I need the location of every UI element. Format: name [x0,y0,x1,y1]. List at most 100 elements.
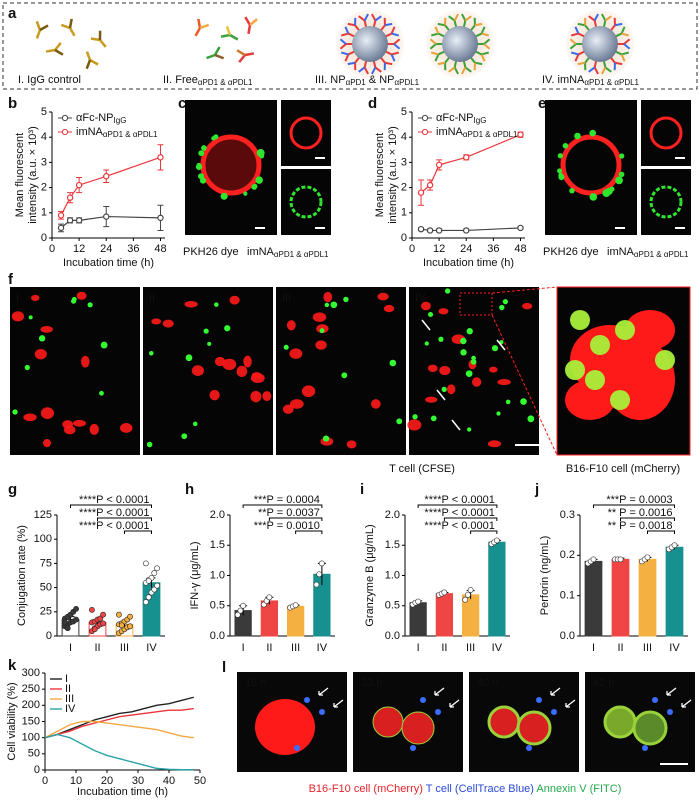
series-line [44,707,194,739]
cell-blob [652,697,658,703]
antibody-arm [480,54,486,62]
antibody-stem [462,20,467,28]
y-tick-label: 0.5 [385,600,400,612]
panel-letter: g [8,481,17,498]
bar [435,593,454,637]
bound-particle [259,153,265,159]
antibody-arm [577,22,586,27]
zoom-guide [491,286,558,456]
series-line [60,156,161,216]
subscript: αPD1 & αPDL1 [103,130,158,139]
data-point [467,587,474,593]
group-label: III. NPαPD1 & NPαPDL1 [315,74,420,87]
cell-blob [315,340,327,350]
antibody-arm [339,38,347,45]
x-tick-label: 30 [132,775,144,787]
cell-blob [40,326,53,333]
x-tick-label: IV [317,642,328,654]
legend-marker [421,128,429,136]
data-point [415,598,422,605]
y-axis-label: Cell viability (%) [6,682,18,760]
y-tick-label: 0.0 [385,630,400,642]
antibody-arm [613,62,616,71]
cell-blob [209,389,220,401]
antibody-arm [340,32,349,37]
cell-blob [526,745,532,751]
antibody-icon [85,51,99,70]
image-label: III [282,292,291,304]
y-tick-label: 2.0 [385,509,400,521]
cell-blob [470,359,477,365]
significance-bracket [124,530,152,534]
y-tick-label: 0.0 [560,630,575,642]
antibody-arm [453,13,459,22]
antibody-arm [358,66,366,73]
series-line [44,696,194,739]
panel-letter: a [8,5,17,22]
data-point [435,161,443,169]
x-tick-label: II [441,642,447,654]
legend-label: imNAαPD1 & αPDL1 [436,126,518,139]
panel-letter: l [222,659,226,676]
antibody-arm [98,30,102,41]
micrograph [281,169,331,235]
data-point [266,594,273,601]
cell-blob [23,413,37,422]
arrow [496,339,506,351]
cell-blob [471,355,476,361]
x-tick-label: 40 [163,775,175,787]
cell-blob [655,350,675,370]
nanoparticle [582,26,618,62]
legend-marker [421,114,429,122]
data-point [66,217,74,224]
panel-a-frame [2,2,698,90]
cell-blob [383,304,395,313]
x-tick-label: I [417,642,420,654]
data-point [75,181,83,189]
x-tick-label: III [643,642,652,654]
y-axis-label: Granzyme B (μg/mL) [364,524,376,626]
cell-blob [12,409,18,415]
cell-blob [181,433,188,440]
y-tick-label: 125 [34,509,52,521]
significance-label: ****P < 0.0001 [424,520,494,532]
cell-blob [343,296,349,303]
significance-label: ****P < 0.0001 [424,494,494,506]
antibody-stem [45,48,56,53]
cell-blob [487,705,521,739]
cell-blob [319,328,325,334]
legend-label: imNAαPD1 & αPDL1 [76,126,158,139]
data-point [617,556,624,563]
antibody-icon [35,20,49,39]
legend-label: II [65,683,71,695]
y-tick-label: 0.5 [210,600,225,612]
antibody-arm [393,38,401,45]
cell-blob [497,379,511,386]
x-tick-label: 12 [73,243,85,255]
antibody-arm [464,66,472,73]
cell-blob [283,344,289,350]
cell-blob [520,398,527,405]
cell-blob [28,315,33,320]
antibody-arm [604,66,612,73]
cell-blob [89,423,99,435]
antibody-arm [453,66,459,75]
text-part: imNA [436,126,464,138]
cell-blob [370,399,381,409]
x-tick-label: 0 [49,243,55,255]
cell-blob [428,312,434,318]
cell-blob [184,300,198,308]
y-tick-label: 50 [28,748,40,760]
cell-blob [603,705,637,739]
antibody-arm [429,43,437,50]
bound-particle [196,162,202,168]
cell-blob [499,304,505,311]
antibody-arm [339,43,347,50]
antibody-arm [199,23,210,30]
cell-blob [377,292,389,301]
caption-part: T cell (CellTrace Blue) [426,783,534,795]
panel-letter: j [534,481,539,498]
membrane [289,185,323,219]
cell-blob [185,354,193,362]
antibody-arm [569,38,577,45]
